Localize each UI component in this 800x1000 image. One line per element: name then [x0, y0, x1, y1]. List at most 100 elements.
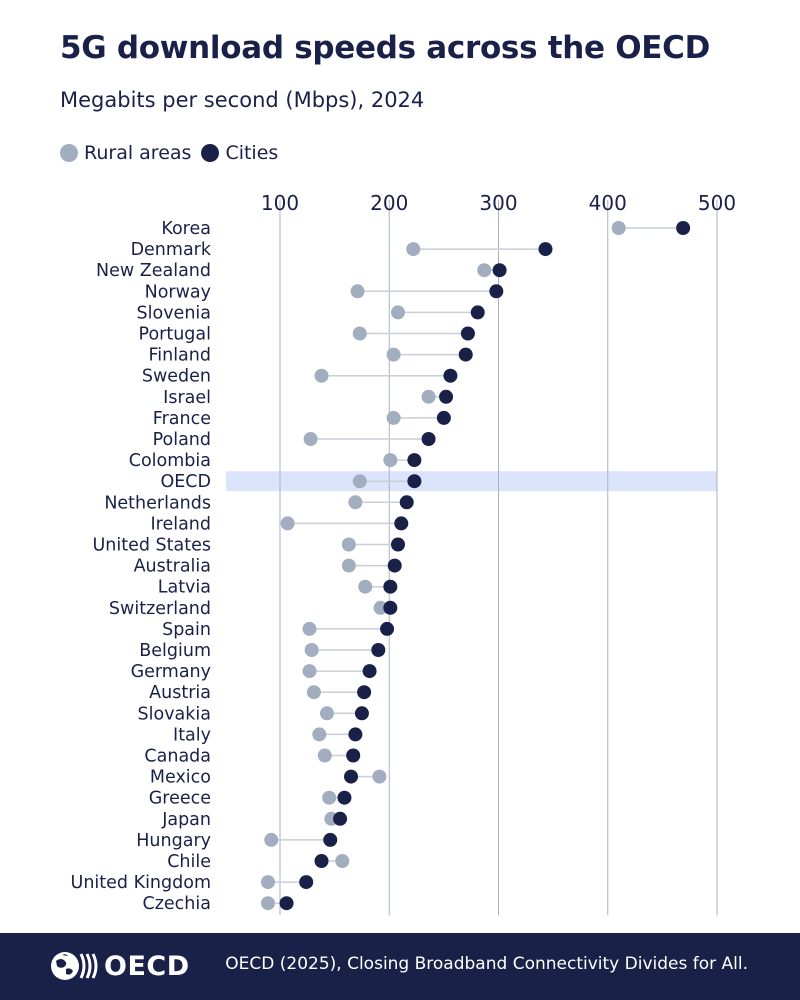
rural-legend-marker [60, 144, 78, 162]
rural-point [303, 432, 318, 446]
rural-point [386, 410, 401, 425]
cities-point [362, 664, 377, 679]
cities-point [279, 896, 294, 911]
cities-point [489, 284, 504, 299]
rural-point [373, 600, 388, 615]
legend-item-cities: Cities [201, 142, 278, 164]
cities-point [439, 389, 454, 404]
rural-point [260, 875, 275, 890]
rural-point [314, 368, 329, 383]
category-label: Chile [167, 852, 211, 872]
category-label: Switzerland [109, 599, 211, 619]
cities-point [443, 368, 458, 383]
legend-item-rural: Rural areas [60, 142, 191, 164]
highlight-band [226, 471, 717, 492]
rural-point [406, 242, 421, 257]
cities-point [383, 600, 398, 615]
cities-point [380, 621, 395, 636]
rural-point [317, 748, 332, 763]
footer: OECD OECD (2025), Closing Broadband Conn… [0, 933, 800, 1000]
x-tick-label: 300 [479, 191, 517, 215]
cities-point [354, 706, 369, 721]
cities-point [346, 748, 361, 763]
x-tick-label: 500 [698, 191, 736, 215]
oecd-logo[interactable]: OECD [50, 949, 190, 983]
rural-point [312, 727, 327, 742]
category-label: Finland [148, 346, 211, 366]
legend: Rural areas Cities [60, 142, 288, 164]
cities-point [371, 643, 386, 657]
category-label: Greece [149, 789, 211, 809]
category-label: Portugal [139, 325, 211, 345]
globe-icon [51, 952, 98, 980]
rural-point [358, 579, 373, 594]
rural-point [322, 790, 337, 805]
chart-title: 5G download speeds across the OECD [60, 30, 711, 66]
category-label: Netherlands [104, 493, 211, 513]
chart-subtitle: Megabits per second (Mbps), 2024 [60, 88, 425, 112]
cities-legend-marker [201, 144, 220, 162]
rural-point [304, 643, 319, 657]
cities-point [323, 832, 338, 847]
rural-point [302, 664, 317, 679]
cities-point [337, 790, 352, 805]
category-label: United Kingdom [71, 873, 211, 893]
logo-text: OECD [104, 950, 190, 982]
category-label: Mexico [150, 768, 211, 788]
rural-legend-label: Rural areas [84, 142, 192, 164]
rural-point [348, 495, 363, 510]
rural-point [350, 284, 365, 299]
category-label: Latvia [158, 578, 211, 598]
cities-point [357, 685, 372, 700]
rural-point [477, 263, 492, 278]
cities-point [348, 727, 363, 742]
x-tick-label: 400 [589, 191, 627, 215]
rural-point [319, 706, 334, 721]
cities-point [390, 537, 405, 552]
category-label: United States [92, 536, 211, 556]
cities-point [344, 769, 359, 784]
rural-point [611, 221, 626, 235]
category-label: Slovakia [138, 704, 211, 724]
category-label: Germany [131, 662, 211, 682]
cities-point [407, 453, 422, 468]
category-label: Czechia [143, 894, 211, 914]
category-label: Belgium [139, 641, 211, 661]
rural-point [264, 832, 279, 847]
cities-point [399, 495, 414, 510]
rural-point [341, 558, 356, 573]
cities-point [458, 347, 473, 362]
cities-point [387, 558, 402, 573]
cities-point [407, 474, 422, 489]
cities-point [394, 516, 409, 531]
category-label: Canada [144, 747, 211, 767]
category-label: Colombia [129, 451, 211, 471]
category-label: Ireland [150, 514, 211, 534]
cities-point [538, 242, 553, 257]
category-label: New Zealand [96, 261, 211, 281]
rural-point [335, 854, 350, 868]
cities-point [333, 811, 348, 826]
cities-point [460, 326, 475, 341]
category-label: Korea [161, 219, 211, 239]
rural-point [390, 305, 405, 320]
category-label: Spain [162, 620, 211, 640]
rural-point [260, 896, 275, 911]
category-label: Austria [149, 683, 211, 703]
rural-point [421, 389, 436, 404]
category-label: France [153, 409, 211, 429]
rural-point [352, 326, 367, 341]
source-note: OECD (2025), Closing Broadband Connectiv… [225, 954, 748, 974]
category-label: Japan [161, 810, 211, 830]
rural-point [372, 769, 387, 784]
cities-legend-label: Cities [225, 142, 279, 164]
rural-point [352, 474, 367, 489]
category-label: Australia [134, 557, 211, 577]
cities-point [470, 305, 485, 320]
cities-point [421, 432, 436, 446]
category-label: Denmark [131, 240, 212, 260]
cities-point [299, 875, 314, 890]
rural-point [386, 347, 401, 362]
cities-point [676, 221, 691, 235]
